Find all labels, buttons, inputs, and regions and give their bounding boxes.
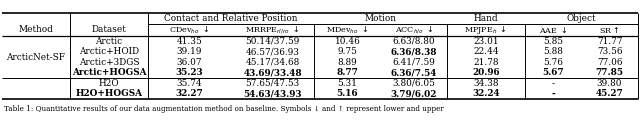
Text: 3.79/6.02: 3.79/6.02 — [391, 89, 437, 98]
Text: 23.01: 23.01 — [473, 37, 499, 46]
Text: 22.44: 22.44 — [473, 47, 499, 56]
Text: 54.63/43.93: 54.63/43.93 — [243, 89, 301, 98]
Text: 9.75: 9.75 — [337, 47, 357, 56]
Text: 45.27: 45.27 — [596, 89, 623, 98]
Text: Arctic+HOID: Arctic+HOID — [79, 47, 139, 56]
Text: 6.36/8.38: 6.36/8.38 — [391, 47, 437, 56]
Text: Dataset: Dataset — [92, 26, 126, 35]
Text: 6.36/7.54: 6.36/7.54 — [391, 68, 437, 77]
Text: Hand: Hand — [474, 14, 499, 23]
Text: 6.63/8.80: 6.63/8.80 — [393, 37, 435, 46]
Text: 35.23: 35.23 — [176, 68, 204, 77]
Text: MRRPE$_{rl/ro}$ $\downarrow$: MRRPE$_{rl/ro}$ $\downarrow$ — [245, 24, 300, 36]
Text: 77.85: 77.85 — [595, 68, 623, 77]
Text: 21.78: 21.78 — [473, 58, 499, 67]
Text: 73.56: 73.56 — [596, 47, 622, 56]
Text: Arctic: Arctic — [95, 37, 123, 46]
Text: 8.89: 8.89 — [338, 58, 357, 67]
Text: 34.38: 34.38 — [473, 79, 499, 88]
Text: 3.80/6.05: 3.80/6.05 — [392, 79, 435, 88]
Text: 46.57/36.93: 46.57/36.93 — [246, 47, 300, 56]
Text: H2O: H2O — [99, 79, 119, 88]
Text: 5.31: 5.31 — [337, 79, 358, 88]
Text: 20.96: 20.96 — [472, 68, 500, 77]
Text: 5.85: 5.85 — [543, 37, 563, 46]
Text: ArcticNet-SF: ArcticNet-SF — [6, 53, 65, 62]
Text: 77.06: 77.06 — [596, 58, 622, 67]
Text: 39.80: 39.80 — [596, 79, 622, 88]
Text: Contact and Relative Position: Contact and Relative Position — [164, 14, 298, 23]
Text: 32.27: 32.27 — [175, 89, 204, 98]
Text: Object: Object — [567, 14, 596, 23]
Text: 36.07: 36.07 — [177, 58, 202, 67]
Text: H2O+HOGSA: H2O+HOGSA — [76, 89, 143, 98]
Text: -: - — [551, 89, 555, 98]
Text: 32.24: 32.24 — [472, 89, 500, 98]
Text: 8.77: 8.77 — [337, 68, 358, 77]
Text: Table 1: Quantitative results of our data augmentation method on baseline. Symbo: Table 1: Quantitative results of our dat… — [4, 105, 444, 113]
Text: ACC$_{h/o}$ $\downarrow$: ACC$_{h/o}$ $\downarrow$ — [395, 24, 433, 36]
Text: 39.19: 39.19 — [177, 47, 202, 56]
Text: 50.14/37.59: 50.14/37.59 — [245, 37, 300, 46]
Text: Method: Method — [19, 26, 53, 35]
Text: MPJPE$_{h}$ $\downarrow$: MPJPE$_{h}$ $\downarrow$ — [465, 24, 508, 36]
Text: 5.16: 5.16 — [337, 89, 358, 98]
Text: MDev$_{ho}$ $\downarrow$: MDev$_{ho}$ $\downarrow$ — [326, 24, 369, 36]
Text: 71.77: 71.77 — [596, 37, 622, 46]
Text: -: - — [552, 79, 554, 88]
Text: Arctic+HOGSA: Arctic+HOGSA — [72, 68, 147, 77]
Text: CDev$_{ho}$ $\downarrow$: CDev$_{ho}$ $\downarrow$ — [170, 24, 210, 36]
Text: 41.35: 41.35 — [177, 37, 202, 46]
Text: SR$\uparrow$: SR$\uparrow$ — [600, 25, 620, 35]
Text: 45.17/34.68: 45.17/34.68 — [245, 58, 300, 67]
Text: 57.65/47.53: 57.65/47.53 — [245, 79, 300, 88]
Text: 6.41/7.59: 6.41/7.59 — [392, 58, 435, 67]
Text: 43.69/33.48: 43.69/33.48 — [243, 68, 302, 77]
Text: 10.46: 10.46 — [335, 37, 360, 46]
Text: 5.76: 5.76 — [543, 58, 563, 67]
Text: AAE $\downarrow$: AAE $\downarrow$ — [539, 25, 567, 35]
Text: 35.74: 35.74 — [177, 79, 202, 88]
Text: 5.88: 5.88 — [543, 47, 563, 56]
Text: 5.67: 5.67 — [542, 68, 564, 77]
Text: Motion: Motion — [365, 14, 397, 23]
Text: Arctic+3DGS: Arctic+3DGS — [79, 58, 140, 67]
